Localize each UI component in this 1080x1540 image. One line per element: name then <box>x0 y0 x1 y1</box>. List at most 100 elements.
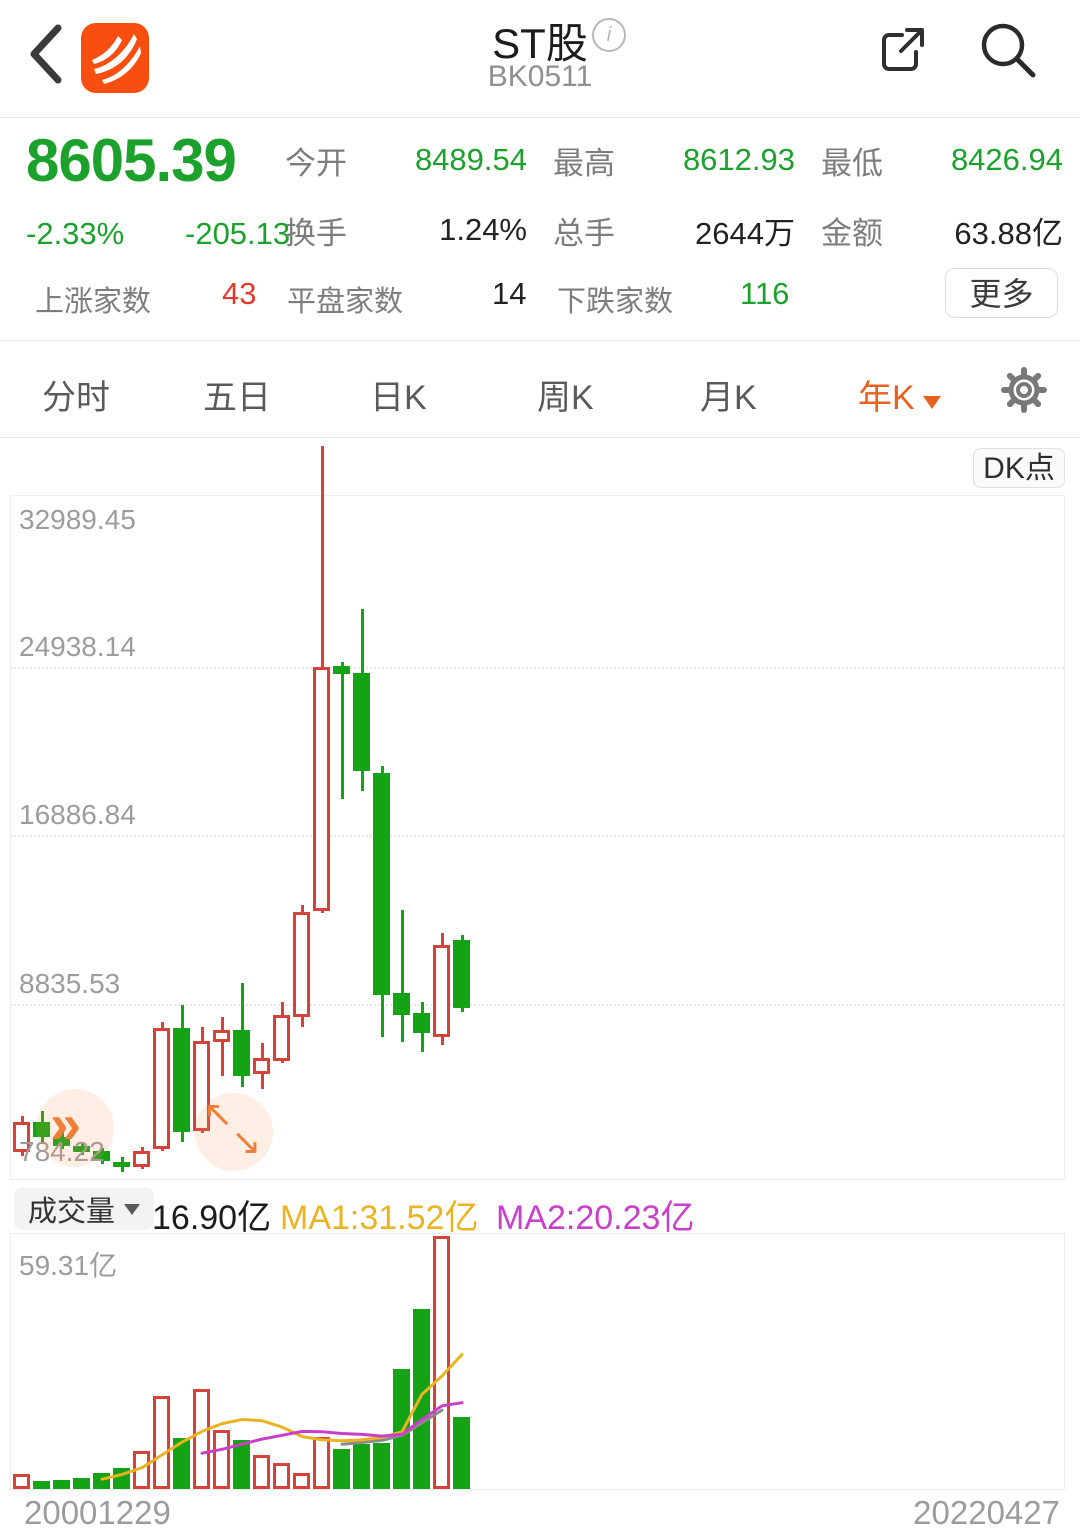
candle-body <box>273 1014 290 1062</box>
volume-ma1-label: MA1:31.52亿 <box>280 1199 479 1237</box>
candle-body <box>133 1151 150 1167</box>
search-icon[interactable] <box>976 18 1040 82</box>
kline-chart-pane[interactable]: 32989.45 24938.14 16886.84 8835.53 784.22 » … <box>10 446 1065 1180</box>
header-divider <box>0 117 1080 118</box>
section-divider <box>0 340 1080 341</box>
volume-bar <box>133 1451 150 1489</box>
more-button[interactable]: 更多 <box>945 268 1058 318</box>
dk-point-button[interactable]: DK点 <box>973 448 1065 488</box>
volume-bar <box>233 1440 250 1489</box>
advancers-value: 43 <box>222 276 257 311</box>
candle-body <box>113 1162 130 1167</box>
candle-body <box>33 1122 50 1138</box>
chevron-down-icon <box>922 396 941 409</box>
tab-daily-k[interactable]: 日K <box>370 379 427 417</box>
candle-body <box>253 1057 270 1075</box>
tab-minute[interactable]: 分时 <box>42 379 110 417</box>
change-amount: -205.13 <box>185 216 291 251</box>
volume-bar <box>273 1462 290 1489</box>
candle-body <box>453 940 470 1009</box>
gridline <box>11 1003 1064 1006</box>
gridline <box>11 835 1064 837</box>
stat-amount: 金额 63.88亿 <box>821 215 1063 251</box>
kline-plot[interactable] <box>11 446 1064 1179</box>
volume-bar <box>153 1396 170 1489</box>
volume-plot[interactable] <box>11 1234 1064 1489</box>
gridline <box>11 666 1064 669</box>
stat-low: 最低 8426.94 <box>821 142 1063 181</box>
unchanged-value: 14 <box>492 276 527 311</box>
expand-hint-icon[interactable]: ↖ ↘ <box>195 1093 273 1171</box>
volume-axis-max-label: 59.31亿 <box>19 1250 118 1281</box>
volume-bar <box>33 1481 50 1489</box>
y-axis-tick: 16886.84 <box>19 799 136 830</box>
x-axis-start-date: 20001229 <box>24 1494 171 1531</box>
candle-body <box>13 1122 30 1153</box>
volume-bar <box>393 1369 410 1489</box>
fast-forward-hint-icon[interactable]: » <box>36 1089 114 1167</box>
volume-bar <box>53 1479 70 1489</box>
volume-bar <box>253 1455 270 1489</box>
info-icon[interactable]: i <box>592 18 626 52</box>
volume-bar <box>453 1416 470 1489</box>
chevron-down-icon <box>124 1203 141 1215</box>
volume-bar <box>353 1443 370 1489</box>
tabs-divider <box>0 437 1080 438</box>
volume-chart-pane[interactable]: 59.31亿 <box>10 1233 1065 1490</box>
page-title: ST股 <box>492 20 588 67</box>
gear-icon[interactable] <box>1000 366 1048 414</box>
volume-bar <box>333 1448 350 1489</box>
app-logo-icon[interactable] <box>80 22 150 94</box>
volume-bar <box>373 1442 390 1489</box>
candle-body <box>53 1137 70 1147</box>
stat-high: 最高 8612.93 <box>553 142 795 181</box>
unchanged-label: 平盘家数 <box>287 286 404 318</box>
volume-bar <box>213 1430 230 1489</box>
stat-volume: 总手 2644万 <box>553 215 795 251</box>
volume-bar <box>433 1236 450 1489</box>
change-percent: -2.33% <box>26 216 125 251</box>
tab-fiveday[interactable]: 五日 <box>203 379 271 417</box>
decliners-value: 116 <box>740 276 790 311</box>
y-axis-tick: 24938.14 <box>19 630 136 662</box>
candle-wick <box>221 1016 224 1077</box>
volume-bar <box>313 1437 330 1489</box>
candle-body <box>73 1146 90 1153</box>
volume-current-value: 16.90亿 <box>152 1199 272 1237</box>
candle-body <box>393 992 410 1015</box>
candle-body <box>193 1040 210 1132</box>
stock-code: BK0511 <box>487 60 593 93</box>
kline-gridlines <box>11 496 1064 1179</box>
volume-bar <box>173 1438 190 1489</box>
stat-turnover: 换手 1.24% <box>285 212 527 251</box>
current-price: 8605.39 <box>26 127 237 194</box>
advancers-label: 上涨家数 <box>35 286 152 318</box>
volume-bar <box>293 1472 310 1489</box>
stat-open: 今开 8489.54 <box>285 142 527 181</box>
candle-body <box>353 673 370 771</box>
candle-body <box>153 1027 170 1150</box>
quote-stats-row-2: 换手 1.24% 总手 2644万 金额 63.88亿 <box>285 208 1063 252</box>
volume-bar <box>13 1473 30 1489</box>
volume-bar <box>113 1467 130 1489</box>
candle-body <box>333 666 350 675</box>
candle-body <box>313 667 330 912</box>
y-axis-tick: 32989.45 <box>19 504 136 535</box>
tab-yearly-k[interactable]: 年K <box>858 370 941 419</box>
header-bar: ST股 i BK0511 <box>0 0 1080 117</box>
decliners-label: 下跌家数 <box>557 286 674 318</box>
back-icon[interactable] <box>26 22 66 86</box>
x-axis-end-date: 20220427 <box>913 1494 1060 1531</box>
volume-bar <box>413 1309 430 1489</box>
candle-body <box>413 1012 430 1033</box>
kline-axis-labels: 32989.45 24938.14 16886.84 8835.53 784.22 <box>11 496 1064 1179</box>
quote-stats-row-1: 今开 8489.54 最高 8612.93 最低 8426.94 <box>285 138 1063 182</box>
candle-body <box>373 772 390 995</box>
tab-monthly-k[interactable]: 月K <box>700 379 757 417</box>
candle-wick <box>401 910 404 1043</box>
share-icon[interactable] <box>876 22 930 76</box>
y-axis-tick: 784.22 <box>19 1136 105 1167</box>
volume-indicator-selector[interactable]: 成交量 <box>14 1188 155 1230</box>
tab-weekly-k[interactable]: 周K <box>537 379 594 417</box>
candle-wick <box>341 662 344 799</box>
